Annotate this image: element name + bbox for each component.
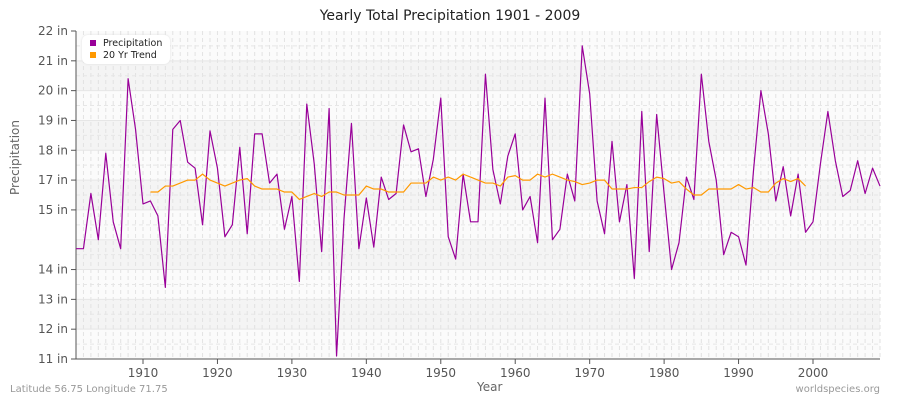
svg-text:1920: 1920 <box>202 366 233 380</box>
precipitation-swatch-icon <box>90 40 96 46</box>
trend-swatch-icon <box>90 52 96 58</box>
svg-text:21 in: 21 in <box>38 54 68 68</box>
legend-item-trend: 20 Yr Trend <box>90 49 162 61</box>
location-caption: Latitude 56.75 Longitude 71.75 <box>10 384 168 395</box>
svg-text:20 in: 20 in <box>38 84 68 98</box>
svg-text:1960: 1960 <box>500 366 531 380</box>
svg-text:15 in: 15 in <box>38 203 68 217</box>
svg-text:1980: 1980 <box>649 366 680 380</box>
svg-text:2000: 2000 <box>798 366 829 380</box>
legend: Precipitation 20 Yr Trend <box>82 35 171 64</box>
svg-text:11 in: 11 in <box>38 352 68 366</box>
legend-label: 20 Yr Trend <box>103 49 157 61</box>
svg-text:1950: 1950 <box>426 366 457 380</box>
legend-item-precipitation: Precipitation <box>90 37 162 49</box>
svg-text:18 in: 18 in <box>38 143 68 157</box>
svg-text:1990: 1990 <box>723 366 754 380</box>
svg-text:1910: 1910 <box>128 366 159 380</box>
x-axis-label: Year <box>477 380 503 394</box>
svg-text:19 in: 19 in <box>38 113 68 127</box>
source-caption: worldspecies.org <box>795 384 880 395</box>
svg-text:14 in: 14 in <box>38 263 68 277</box>
svg-text:1940: 1940 <box>351 366 382 380</box>
y-axis-label: Precipitation <box>8 119 22 195</box>
legend-label: Precipitation <box>103 37 163 49</box>
svg-text:22 in: 22 in <box>38 24 68 38</box>
chart-title: Yearly Total Precipitation 1901 - 2009 <box>319 8 581 24</box>
svg-text:17 in: 17 in <box>38 173 68 187</box>
svg-text:13 in: 13 in <box>38 292 68 306</box>
svg-text:1930: 1930 <box>277 366 308 380</box>
svg-text:1970: 1970 <box>574 366 605 380</box>
svg-text:12 in: 12 in <box>38 322 68 336</box>
